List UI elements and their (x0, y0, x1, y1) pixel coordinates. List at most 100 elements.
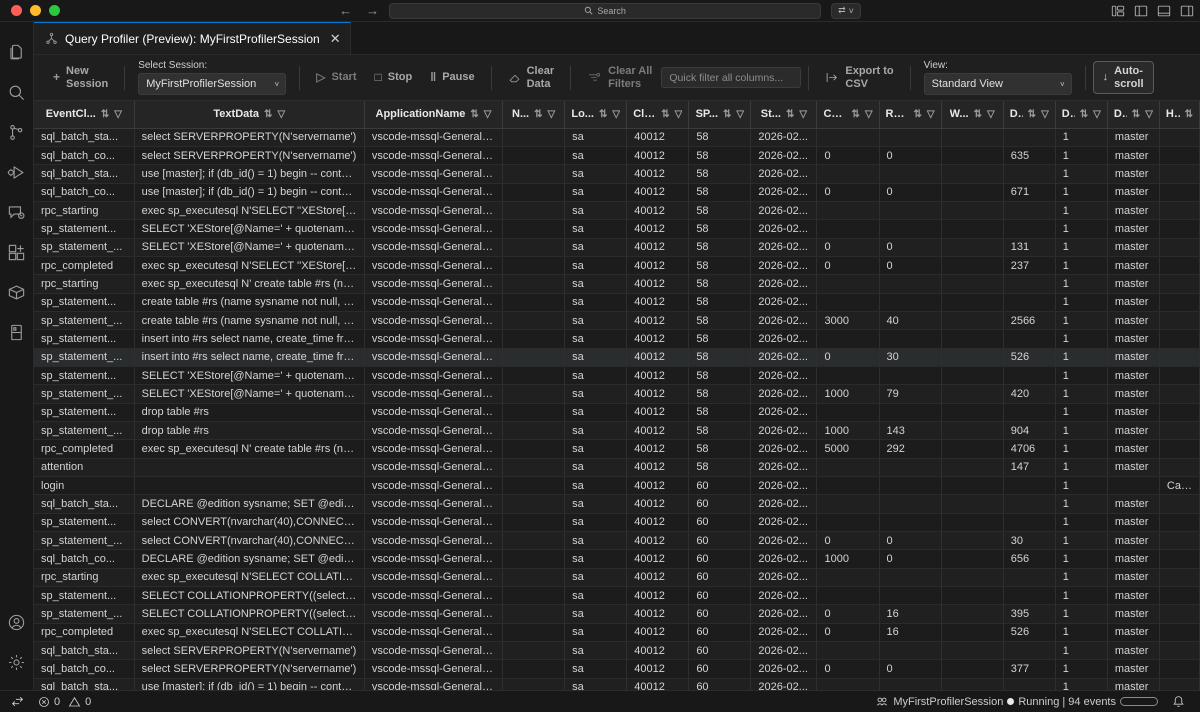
table-row[interactable]: sql_batch_co... select SERVERPROPERTY(N's… (34, 659, 1200, 679)
settings-gear-icon[interactable] (0, 642, 34, 682)
table-row[interactable]: sp_statement... SELECT COLLATIONPROPERTY(… (34, 586, 1200, 606)
column-header-writes[interactable]: W... ⇅ ▽ (941, 101, 1004, 129)
sidebar-item-search[interactable] (0, 72, 34, 112)
filter-icon[interactable]: ▽ (1041, 108, 1049, 120)
column-header-duration[interactable]: D... ⇅ ▽ (1003, 101, 1056, 129)
table-row[interactable]: sp_statement... drop table #rs vscode-mssq… (34, 403, 1200, 423)
maximize-window-button[interactable] (49, 5, 60, 16)
column-header-databasename[interactable]: D... ⇅ ▽ (1107, 101, 1160, 129)
table-row[interactable]: sql_batch_sta... select SERVERPROPERTY(N'… (34, 128, 1200, 147)
sort-icon[interactable]: ⇅ (1079, 108, 1089, 120)
notifications-bell[interactable] (1165, 691, 1192, 712)
sort-icon[interactable]: ⇅ (1131, 108, 1141, 120)
column-header-hostname[interactable]: H... ⇅ (1159, 101, 1200, 129)
sidebar-item-chat[interactable] (0, 192, 34, 232)
stop-button[interactable]: □ Stop (366, 68, 422, 87)
view-select[interactable]: Standard View ˅ (923, 73, 1072, 95)
clear-data-button[interactable]: Clear Data (499, 55, 564, 101)
new-session-button[interactable]: + New Session (44, 62, 117, 93)
table-row[interactable]: sp_statement_... SELECT 'XEStore[@Name=' … (34, 238, 1200, 257)
table-row[interactable]: sql_batch_sta... DECLARE @edition sysname… (34, 494, 1200, 514)
column-header-eventclass[interactable]: EventCl... ⇅ ▽ (34, 101, 135, 129)
command-center-search[interactable]: Search (389, 2, 822, 19)
filter-icon[interactable]: ▽ (114, 108, 122, 120)
column-header-reads[interactable]: Re... ⇅ ▽ (879, 101, 942, 129)
table-row[interactable]: sql_batch_co... use [master]; if (db_id()… (34, 183, 1200, 202)
profiler-table-container[interactable]: EventCl... ⇅ ▽ TextData ⇅ ▽ ApplicationName ⇅ ▽ N… (34, 101, 1200, 690)
sort-icon[interactable]: ⇅ (973, 108, 982, 120)
quick-filter-input[interactable] (661, 67, 802, 88)
toggle-primary-sidebar-icon[interactable] (1134, 4, 1148, 18)
close-icon[interactable]: ✕ (329, 31, 341, 46)
sort-icon[interactable]: ⇅ (1027, 108, 1037, 120)
forward-arrow-icon[interactable]: → (366, 3, 380, 18)
toggle-panel-icon[interactable] (1157, 4, 1171, 18)
sidebar-item-explorer[interactable] (0, 32, 34, 72)
tab-query-profiler[interactable]: Query Profiler (Preview): MyFirstProfile… (34, 22, 351, 54)
table-row[interactable]: sp_statement_... select CONVERT(nvarchar(… (34, 531, 1200, 551)
filter-icon[interactable]: ▽ (864, 108, 873, 120)
close-window-button[interactable] (11, 5, 22, 16)
filter-icon[interactable]: ▽ (736, 108, 745, 120)
table-row[interactable]: sp_statement_... SELECT 'XEStore[@Name=' … (34, 384, 1200, 404)
table-row[interactable]: sp_statement_... create table #rs (name s… (34, 311, 1200, 331)
filter-icon[interactable]: ▽ (277, 108, 286, 120)
table-row[interactable]: rpc_starting exec sp_executesql N'SELECT … (34, 201, 1200, 221)
sort-icon[interactable]: ⇅ (913, 108, 922, 120)
sort-icon[interactable]: ⇅ (470, 108, 479, 120)
table-row[interactable]: sp_statement... SELECT 'XEStore[@Name=' +… (34, 366, 1200, 386)
column-header-clientpid[interactable]: Cli... ⇅ ▽ (626, 101, 690, 129)
sidebar-item-extensions[interactable] (0, 232, 34, 272)
table-row[interactable]: attention vscode-mssql-GeneralCo... sa 4001… (34, 458, 1200, 478)
clear-all-filters-button[interactable]: Clear All Filters (578, 55, 661, 101)
customize-layout-icon[interactable] (1111, 4, 1125, 18)
filter-icon[interactable]: ▽ (1145, 108, 1153, 120)
table-row[interactable]: sp_statement_... SELECT COLLATIONPROPERTY… (34, 604, 1200, 624)
sidebar-item-run-and-debug[interactable] (0, 152, 34, 192)
column-header-starttime[interactable]: St... ⇅ ▽ (750, 101, 818, 129)
minimize-window-button[interactable] (30, 5, 41, 16)
sort-icon[interactable]: ⇅ (723, 108, 732, 120)
sort-icon[interactable]: ⇅ (785, 108, 795, 120)
table-row[interactable]: rpc_completed exec sp_executesql N' creat… (34, 439, 1200, 459)
remote-host-indicator[interactable] (4, 691, 31, 712)
sort-icon[interactable]: ⇅ (534, 108, 543, 120)
table-row[interactable]: rpc_starting exec sp_executesql N'SELECT … (34, 568, 1200, 588)
table-row[interactable]: sql_batch_sta... use [master]; if (db_id(… (34, 164, 1200, 184)
accounts-icon[interactable] (0, 602, 34, 642)
filter-icon[interactable]: ▽ (674, 108, 683, 120)
table-row[interactable]: sql_batch_co... DECLARE @edition sysname;… (34, 549, 1200, 569)
sort-icon[interactable]: ⇅ (661, 108, 670, 120)
table-row[interactable]: sp_statement_... drop table #rs vscode-mss… (34, 421, 1200, 441)
start-button[interactable]: ▷ Start (307, 68, 365, 87)
column-header-ntusername[interactable]: N... ⇅ ▽ (502, 101, 566, 129)
toggle-secondary-sidebar-icon[interactable] (1180, 4, 1194, 18)
column-header-appname[interactable]: ApplicationName ⇅ ▽ (364, 101, 504, 129)
problems-indicator[interactable]: 0 0 (31, 691, 98, 712)
sidebar-item-source-control[interactable] (0, 112, 34, 152)
back-arrow-icon[interactable]: ← (339, 3, 353, 18)
sort-icon[interactable]: ⇅ (264, 108, 273, 120)
table-row[interactable]: sql_batch_co... select SERVERPROPERTY(N's… (34, 146, 1200, 166)
column-header-databaseid[interactable]: D... ⇅ ▽ (1055, 101, 1108, 129)
table-row[interactable]: sql_batch_sta... select SERVERPROPERTY(N'… (34, 641, 1200, 661)
column-header-textdata[interactable]: TextData ⇅ ▽ (134, 101, 365, 129)
filter-icon[interactable]: ▽ (483, 108, 492, 120)
session-select[interactable]: MyFirstProfilerSession ˅ (138, 73, 287, 95)
remote-indicator[interactable]: ⇄ ˅ (831, 2, 861, 19)
sort-icon[interactable]: ⇅ (100, 108, 110, 120)
filter-icon[interactable]: ▽ (1093, 108, 1101, 120)
table-row[interactable]: sp_statement... SELECT 'XEStore[@Name=' +… (34, 219, 1200, 239)
filter-icon[interactable]: ▽ (799, 108, 808, 120)
sort-icon[interactable]: ⇅ (598, 108, 608, 120)
table-row[interactable]: rpc_completed exec sp_executesql N'SELECT… (34, 623, 1200, 643)
column-header-spid[interactable]: SP... ⇅ ▽ (688, 101, 752, 129)
column-header-cpu[interactable]: CPU ⇅ ▽ (816, 101, 880, 129)
sort-icon[interactable]: ⇅ (1184, 108, 1193, 120)
sidebar-item-database[interactable] (0, 312, 34, 352)
sort-icon[interactable]: ⇅ (851, 108, 860, 120)
table-row[interactable]: sp_statement... select CONVERT(nvarchar(4… (34, 513, 1200, 533)
pause-button[interactable]: ‖ Pause (421, 68, 483, 87)
filter-icon[interactable]: ▽ (986, 108, 995, 120)
column-header-loginname[interactable]: Lo... ⇅ ▽ (564, 101, 628, 129)
